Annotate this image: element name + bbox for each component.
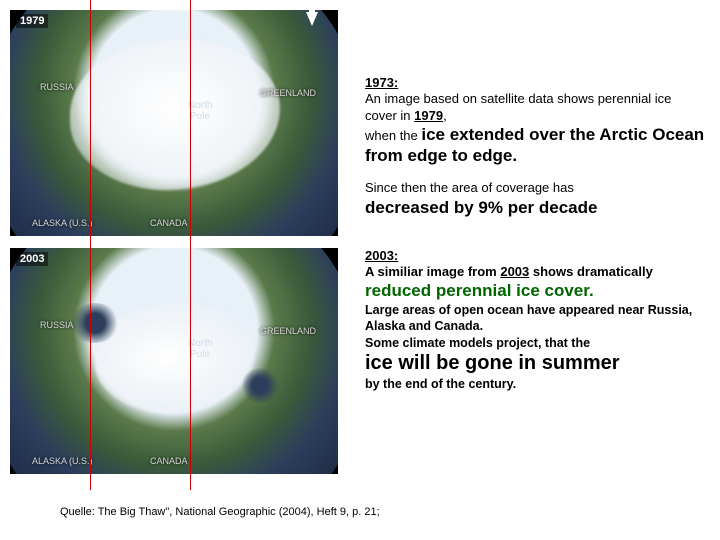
arctic-map-2003: 2003 RUSSIA GREENLAND ALASKA (U.S.) CANA… (10, 248, 338, 474)
b2-bold: decreased by 9% per decade (365, 198, 597, 217)
arrow-down-icon (306, 12, 318, 26)
block-1973: 1973: An image based on satellite data s… (365, 75, 705, 166)
b3-year: 2003 (500, 264, 529, 279)
block-2003: 2003: A similiar image from 2003 shows d… (365, 248, 705, 393)
b2-line1: Since then the area of coverage has (365, 180, 574, 195)
b3-line2: Large areas of open ocean have appeared … (365, 303, 692, 334)
label-greenland: GREENLAND (260, 88, 316, 98)
b3-line1b: shows dramatically (529, 264, 653, 279)
b1-year: 1979 (414, 108, 443, 123)
b1-line2a: when the (365, 128, 421, 143)
label-russia: RUSSIA (40, 82, 74, 92)
b3-big: ice will be gone in summer (365, 352, 620, 374)
year-tag-top: 1979 (16, 14, 48, 28)
label-alaska: ALASKA (U.S.) (32, 218, 93, 228)
reference-line-2 (190, 0, 191, 490)
b3-line3: Some climate models project, that the (365, 336, 590, 350)
open-ocean (240, 368, 280, 403)
label-russia: RUSSIA (40, 320, 74, 330)
label-north: North (188, 338, 212, 349)
open-ocean (70, 303, 120, 343)
source-citation: Quelle: The Big Thaw", National Geograph… (60, 506, 380, 518)
heading-1973: 1973: (365, 75, 398, 90)
b3-green: reduced perennial ice cover. (365, 281, 594, 300)
label-north: North (188, 100, 212, 111)
b3-line1a: A similiar image from (365, 264, 500, 279)
arctic-map-1979: 1979 RUSSIA GREENLAND ALASKA (U.S.) CANA… (10, 10, 338, 236)
heading-2003: 2003: (365, 248, 398, 263)
b1-line1a: An image based on satellite data shows p… (365, 91, 671, 122)
block-decrease: Since then the area of coverage has decr… (365, 180, 705, 218)
reference-line-1 (90, 0, 91, 490)
label-canada: CANADA (150, 456, 188, 466)
year-tag-bottom: 2003 (16, 252, 48, 266)
label-canada: CANADA (150, 218, 188, 228)
image-column: 1979 RUSSIA GREENLAND ALASKA (U.S.) CANA… (0, 0, 355, 495)
label-pole: Pole (190, 349, 210, 360)
b3-line4: by the end of the century. (365, 377, 516, 391)
text-column: 1973: An image based on satellite data s… (355, 0, 720, 495)
b1-line1b: , (443, 108, 447, 123)
label-alaska: ALASKA (U.S.) (32, 456, 93, 466)
label-pole: Pole (190, 111, 210, 122)
label-greenland: GREENLAND (260, 326, 316, 336)
